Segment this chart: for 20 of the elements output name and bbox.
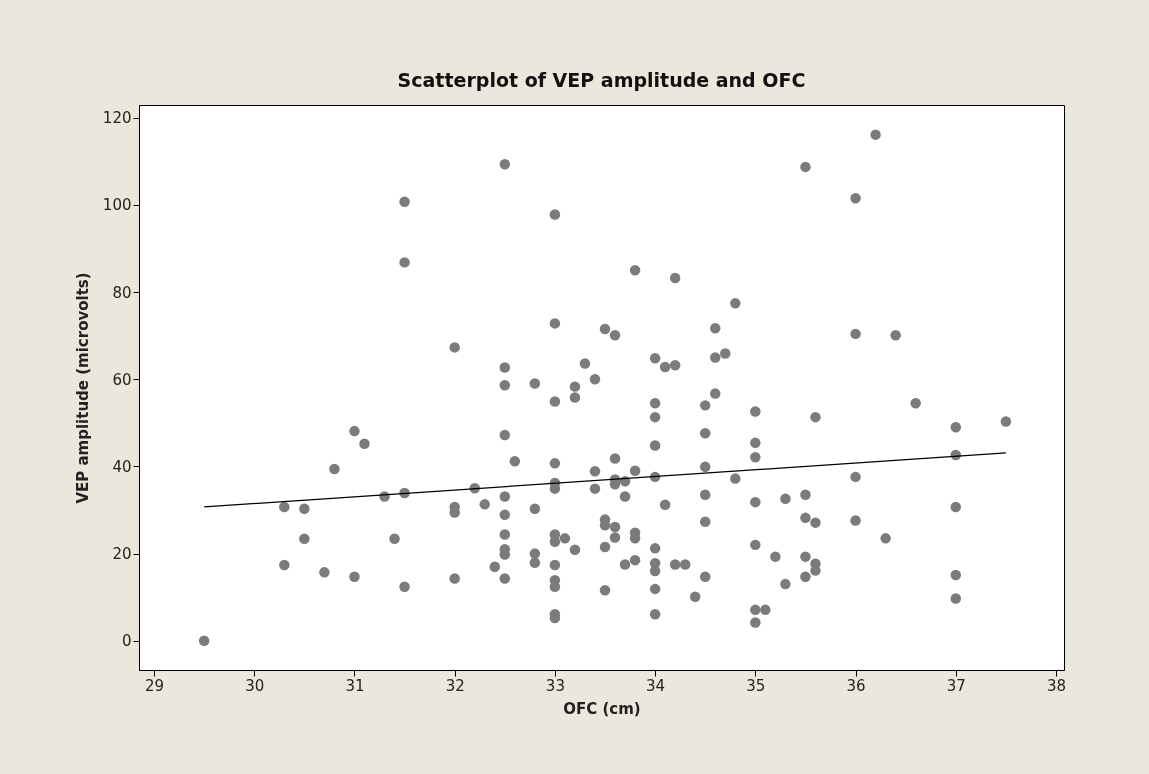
y-tick-label: 0 — [121, 632, 132, 651]
y-tick-label: 40 — [112, 457, 132, 476]
x-tick-label: 35 — [746, 676, 766, 695]
x-axis-title: OFC (cm) — [563, 699, 641, 718]
y-axis-title: VEP amplitude (microvolts) — [73, 272, 92, 504]
x-tick-label: 36 — [846, 676, 866, 695]
x-tick-label: 31 — [345, 676, 365, 695]
x-tick-label: 38 — [1046, 676, 1067, 695]
x-tick-label: 29 — [144, 676, 165, 695]
y-tick-label: 60 — [112, 370, 132, 389]
x-tick-label: 32 — [445, 676, 465, 695]
y-tick-label: 20 — [112, 545, 132, 564]
y-tick-label: 100 — [102, 196, 132, 215]
x-tick-label: 33 — [545, 676, 565, 695]
chart-title: Scatterplot of VEP amplitude and OFC — [397, 69, 806, 91]
y-tick-label: 80 — [112, 283, 132, 302]
y-tick-label: 120 — [102, 109, 132, 128]
x-tick-label: 34 — [646, 676, 666, 695]
x-tick-label: 37 — [946, 676, 966, 695]
x-tick-label: 30 — [245, 676, 265, 695]
